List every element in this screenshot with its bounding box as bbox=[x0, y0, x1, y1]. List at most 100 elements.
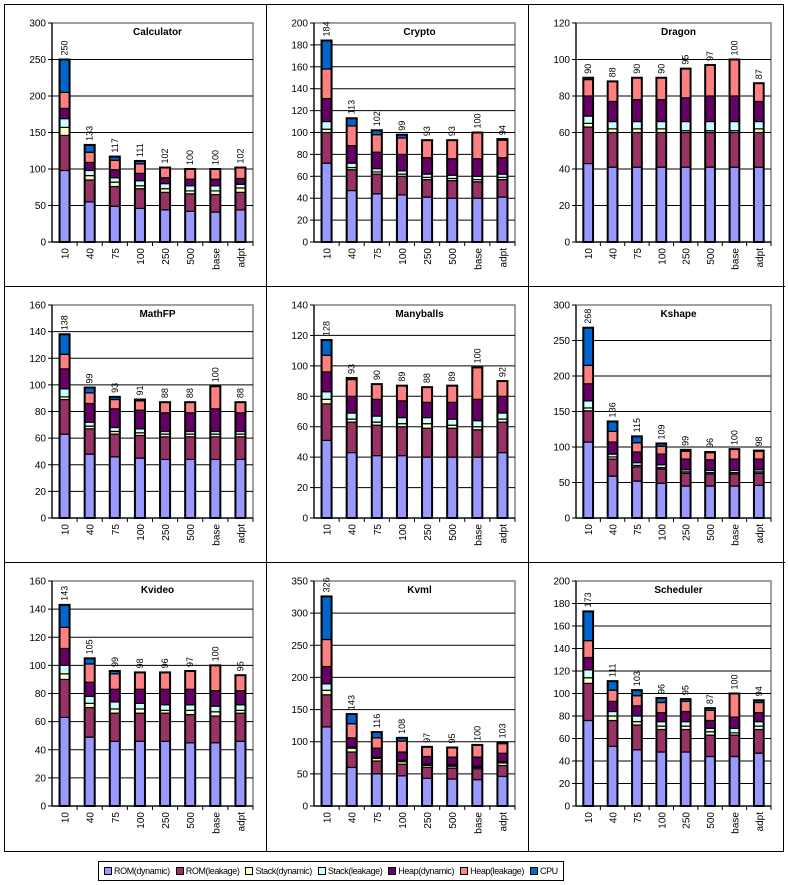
y-tick-label: 40 bbox=[35, 745, 47, 756]
bar-segment bbox=[607, 680, 619, 691]
y-tick-label: 60 bbox=[559, 734, 571, 745]
bar-segment bbox=[471, 197, 483, 243]
bar-segment bbox=[184, 742, 196, 807]
bar-segment bbox=[84, 144, 96, 153]
bar-outline bbox=[108, 670, 121, 807]
y-tick-label: 120 bbox=[29, 633, 46, 644]
x-tick-label: 100 bbox=[657, 812, 668, 829]
bar-segment bbox=[728, 448, 740, 460]
x-tick-label: adpt bbox=[498, 248, 509, 268]
y-tick-label: 0 bbox=[40, 802, 46, 813]
data-label: 88 bbox=[235, 388, 245, 398]
y-tick-label: 80 bbox=[297, 150, 309, 161]
chart-cell: 0 20 40 60 80 100 120 140 160 180 200 Crypto 184 10 11… bbox=[267, 5, 529, 287]
data-label: 100 bbox=[210, 646, 220, 661]
chart-crypto: 0 20 40 60 80 100 120 140 160 180 200 Crypto 184 10 11… bbox=[291, 19, 516, 270]
bar-segment bbox=[421, 427, 433, 458]
bar-segment bbox=[209, 705, 221, 713]
y-tick-label: 140 bbox=[291, 301, 308, 312]
bar-segment bbox=[58, 169, 71, 243]
x-tick-label: adpt bbox=[236, 524, 247, 544]
x-tick-label: base bbox=[211, 248, 222, 270]
bar-outline bbox=[446, 384, 459, 519]
data-label: 94 bbox=[754, 686, 764, 696]
bar-segment bbox=[159, 209, 171, 243]
y-tick-label: 120 bbox=[553, 667, 570, 678]
bar-segment bbox=[396, 153, 408, 172]
y-tick-label: 40 bbox=[559, 757, 571, 768]
data-label: 136 bbox=[608, 402, 618, 417]
bar-segment bbox=[631, 466, 643, 482]
bar-outline bbox=[471, 131, 484, 243]
bar-segment bbox=[320, 354, 333, 373]
bar-segment bbox=[58, 118, 71, 128]
x-tick-label: 40 bbox=[609, 524, 620, 536]
bar-segment bbox=[159, 401, 171, 414]
y-tick-label: 20 bbox=[297, 216, 309, 227]
bar-segment bbox=[446, 180, 458, 199]
bar-segment bbox=[109, 398, 121, 410]
data-label: 87 bbox=[705, 694, 715, 704]
y-tick-label: 100 bbox=[291, 737, 308, 748]
x-tick-label: 100 bbox=[398, 524, 409, 541]
bar-segment bbox=[58, 626, 71, 650]
data-label: 103 bbox=[632, 671, 642, 686]
bar-segment bbox=[582, 126, 594, 165]
bar-segment bbox=[753, 701, 765, 714]
bar-segment bbox=[58, 91, 71, 110]
data-label: 88 bbox=[160, 388, 170, 398]
bar-segment bbox=[84, 169, 96, 177]
bar-segment bbox=[320, 726, 333, 807]
bar-segment bbox=[704, 131, 716, 168]
bar-segment bbox=[704, 473, 716, 487]
bar-segment bbox=[371, 747, 383, 758]
chart-title: MathFP bbox=[139, 309, 175, 320]
data-label: 143 bbox=[60, 586, 70, 601]
x-tick-label: 75 bbox=[373, 812, 384, 824]
x-tick-label: 40 bbox=[86, 248, 97, 260]
bar-outline bbox=[496, 380, 509, 519]
x-tick-label: 40 bbox=[348, 524, 359, 536]
bar-segment bbox=[582, 669, 594, 679]
y-tick-label: 160 bbox=[553, 622, 570, 633]
bar-segment bbox=[631, 715, 643, 723]
data-label: 95 bbox=[447, 733, 457, 743]
y-tick-label: 150 bbox=[29, 128, 46, 139]
bar-outline bbox=[184, 168, 197, 243]
bar-segment bbox=[496, 752, 509, 763]
bar-segment bbox=[184, 185, 196, 192]
bar-segment bbox=[209, 711, 221, 717]
bar-segment bbox=[496, 157, 509, 175]
y-tick-label: 0 bbox=[302, 514, 308, 525]
bar-segment bbox=[371, 193, 383, 243]
bar-segment bbox=[371, 173, 383, 195]
chart-mathfp: 0 20 40 60 80 100 120 140 160 MathFP 138 10 99 40 93 75… bbox=[29, 301, 254, 546]
chart-title: Kvideo bbox=[141, 585, 174, 596]
bar-outline bbox=[496, 138, 509, 244]
bar-outline bbox=[679, 698, 692, 807]
bar-outline bbox=[345, 377, 358, 520]
y-tick-label: 150 bbox=[553, 407, 570, 418]
y-tick-label: 250 bbox=[553, 336, 570, 347]
bar-segment bbox=[753, 120, 765, 130]
data-label: 111 bbox=[608, 663, 618, 677]
bar-segment bbox=[728, 716, 740, 729]
bar-segment bbox=[371, 424, 383, 457]
data-label: 100 bbox=[472, 348, 482, 363]
data-label: 117 bbox=[110, 138, 120, 152]
bar-segment bbox=[209, 690, 221, 707]
bar-segment bbox=[346, 713, 358, 725]
bar-segment bbox=[655, 166, 667, 243]
plot-area bbox=[313, 304, 516, 519]
bar-segment bbox=[234, 412, 247, 433]
x-tick-label: 100 bbox=[136, 524, 147, 541]
bar-segment bbox=[320, 595, 333, 641]
y-tick-label: 40 bbox=[297, 453, 309, 464]
x-tick-label: 10 bbox=[61, 524, 72, 536]
legend-item: Stack(leakage) bbox=[317, 866, 383, 876]
bar-segment bbox=[320, 39, 333, 70]
bar-segment bbox=[446, 427, 458, 458]
x-tick-label: adpt bbox=[236, 248, 247, 268]
bar-segment bbox=[655, 445, 667, 455]
x-tick-label: 10 bbox=[323, 812, 334, 824]
